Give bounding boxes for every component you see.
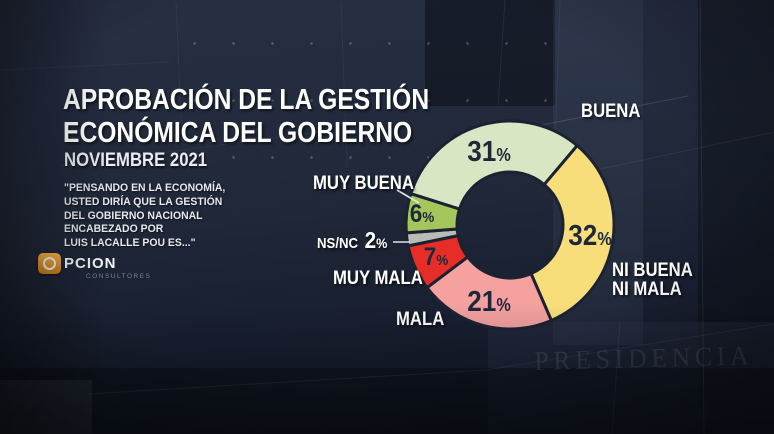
opcion-o-icon bbox=[38, 253, 61, 274]
label-buena: BUENA bbox=[581, 101, 641, 122]
survey-question: "PENSANDO EN LA ECONOMÍA, USTED DIRÍA QU… bbox=[64, 182, 234, 251]
slice-value-buena: 31% bbox=[467, 135, 511, 168]
label-mala: MALA bbox=[396, 309, 445, 330]
slice-value-mala: 21% bbox=[467, 286, 512, 319]
slice-value-ns-nc: 2% bbox=[364, 226, 388, 253]
muy-buena-leader-line bbox=[396, 189, 420, 204]
date-subtitle: NOVIEMBRE 2021 bbox=[64, 150, 208, 171]
slice-value-ni-buena-ni-mala: 32% bbox=[568, 219, 612, 252]
opcion-logo-text: PCION bbox=[64, 255, 117, 272]
donut-slices bbox=[404, 119, 616, 331]
question-line: "PENSANDO EN LA ECONOMÍA, bbox=[64, 182, 226, 194]
question-line: LUIS LACALLE POU ES..." bbox=[64, 237, 196, 250]
presidencia-wall bbox=[488, 322, 774, 434]
question-line: USTED DIRÍA QUE LA GESTIÓN bbox=[64, 195, 223, 208]
slice-value-muy-buena: 6% bbox=[409, 199, 435, 228]
building-base-shadow bbox=[0, 368, 774, 434]
donut-slice-mala bbox=[425, 255, 553, 331]
leader-lines bbox=[393, 189, 420, 243]
building-right-edge bbox=[698, 0, 774, 434]
label-muy-buena: MUY BUENA bbox=[313, 173, 414, 194]
opcion-logo-tagline: consultores bbox=[86, 273, 152, 280]
page-title: APROBACIÓN DE LA GESTIÓN ECONÓMICA DEL G… bbox=[63, 84, 494, 150]
question-line: DEL GOBIERNO NACIONAL bbox=[64, 209, 203, 222]
title-line-2: ECONÓMICA DEL GOBIERNO bbox=[63, 117, 413, 149]
title-line-1: APROBACIÓN DE LA GESTIÓN bbox=[63, 84, 430, 116]
question-line: ENCABEZADO POR bbox=[64, 223, 164, 236]
donut-slice-muy-buena bbox=[404, 192, 461, 235]
slice-value-muy-mala: 7% bbox=[423, 243, 449, 272]
corner-highlight bbox=[0, 380, 92, 434]
label-ni-buena-ni-mala: NI BUENA NI MALA bbox=[612, 260, 693, 300]
donut-slice-buena bbox=[409, 119, 579, 211]
building-column bbox=[425, 0, 555, 106]
label-muy-mala: MUY MALA bbox=[333, 268, 423, 289]
label-ns-nc: NS/NC bbox=[317, 235, 359, 252]
donut-slice-ni-buena-ni-mala bbox=[529, 144, 616, 322]
